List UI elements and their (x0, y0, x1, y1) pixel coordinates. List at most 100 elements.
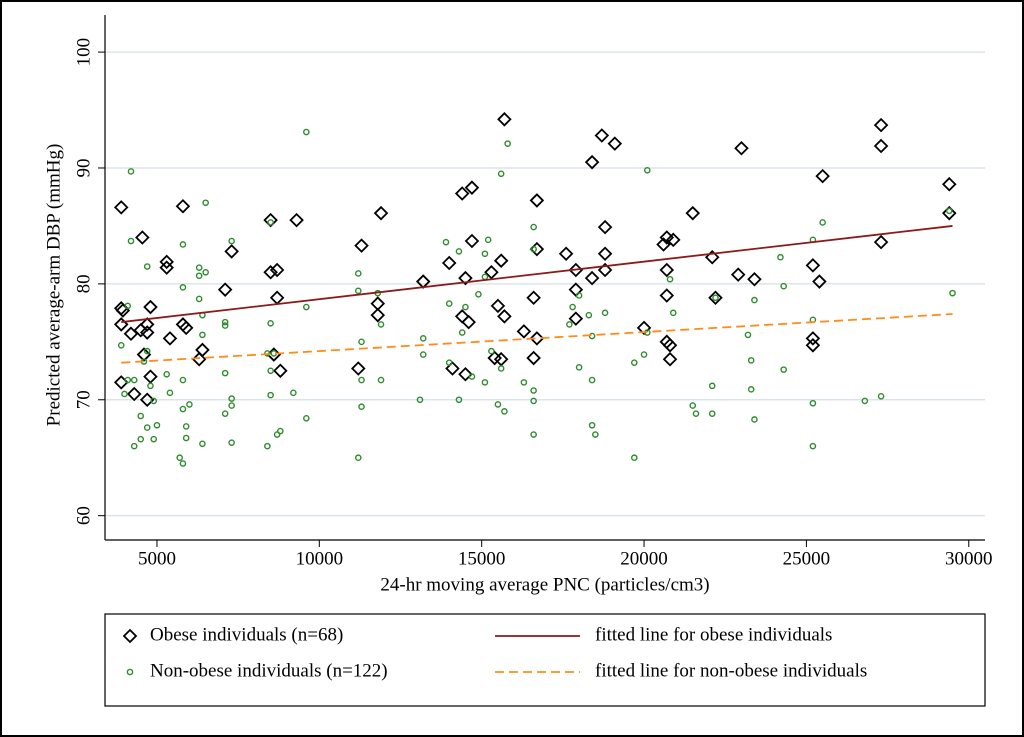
diamond-point (568, 311, 584, 326)
diamond-point (175, 198, 191, 214)
diamond-point (558, 246, 574, 262)
circle-point (640, 351, 648, 358)
circle-point (520, 379, 528, 386)
diamond-point (568, 262, 584, 278)
circle-point (777, 253, 784, 261)
diamond-point (942, 205, 957, 221)
diamond-point (529, 193, 545, 208)
circle-point (130, 442, 138, 450)
diamond-point (263, 212, 278, 228)
circle-point (601, 309, 609, 317)
diamond-point (224, 244, 239, 259)
diamond-point (526, 350, 541, 366)
fitted-line (121, 313, 953, 364)
diamond-point (139, 317, 155, 332)
circle-point (166, 389, 174, 397)
x-tick-label: 10000 (296, 548, 344, 569)
x-tick-label: 30000 (945, 548, 993, 569)
circle-point (153, 421, 161, 429)
diamond-point (464, 180, 480, 195)
circle-point (124, 376, 132, 384)
circle-point (530, 431, 537, 438)
diamond-point (812, 274, 827, 289)
diamond-point (351, 361, 366, 376)
diamond-point (805, 338, 821, 353)
circle-point (377, 376, 385, 384)
circle-point (861, 397, 869, 405)
legend-label: fitted line for obese individuals (595, 624, 832, 645)
circle-point (267, 391, 274, 399)
circle-point (780, 366, 787, 373)
circle-point (267, 367, 274, 375)
circle-point (501, 408, 508, 415)
circle-point (575, 292, 583, 299)
circle-point (708, 410, 716, 417)
circle-point (163, 370, 170, 378)
circle-point (182, 434, 190, 442)
diamond-point (162, 331, 178, 346)
circle-point (290, 389, 297, 397)
circle-point (354, 270, 362, 277)
x-axis-title: 24-hr moving average PNC (particles/cm3) (380, 574, 709, 595)
diamond-point (191, 351, 207, 367)
diamond-point (805, 258, 821, 273)
circle-point (303, 303, 310, 311)
circle-point (592, 431, 599, 438)
diamond-point (289, 212, 304, 228)
circle-point (945, 207, 953, 215)
circle-point (575, 364, 583, 371)
diamond-point (526, 290, 541, 306)
circle-point (530, 245, 537, 253)
diamond-point (659, 262, 675, 278)
diamond-point (704, 249, 720, 265)
circle-point (117, 341, 125, 349)
diamond-point (597, 219, 613, 235)
diamond-point (445, 361, 460, 376)
circle-point (780, 282, 787, 290)
diamond-point (493, 253, 509, 268)
circle-point (199, 440, 206, 448)
diamond-point (662, 351, 678, 367)
diamond-point (370, 307, 386, 323)
diamond-point (873, 117, 889, 133)
legend-marker (122, 628, 138, 644)
diamond-point (529, 331, 545, 346)
circle-point (455, 248, 463, 255)
circle-point (228, 395, 235, 402)
circle-point (419, 351, 427, 358)
circle-point (630, 359, 638, 366)
circle-point (186, 401, 193, 408)
diamond-point (159, 260, 174, 275)
y-tick-label: 70 (73, 390, 94, 409)
circle-point (497, 365, 505, 372)
circle-point (468, 373, 476, 380)
circle-point (669, 309, 677, 317)
diamond-point (273, 363, 288, 379)
circle-point (147, 382, 154, 390)
circle-point (569, 303, 576, 311)
diamond-point (464, 233, 480, 249)
circle-point (708, 382, 716, 390)
circle-point (630, 454, 638, 462)
diamond-point (747, 271, 762, 287)
y-axis-title: Predicted average-arm DBP (mmHg) (43, 144, 64, 427)
circle-point (221, 410, 229, 417)
circle-point (358, 376, 365, 384)
diamond-point (636, 320, 652, 336)
legend-label: Obese individuals (n=68) (150, 624, 343, 645)
diamond-point (584, 154, 600, 170)
diamond-point (708, 290, 723, 306)
diamond-point (178, 320, 194, 336)
circle-point (585, 311, 593, 319)
circle-point (689, 402, 697, 409)
x-tick-label: 20000 (620, 548, 668, 569)
diamond-point (516, 324, 532, 339)
circle-point (481, 379, 489, 386)
circle-point (458, 329, 466, 336)
circle-point (475, 291, 482, 298)
circle-point (195, 295, 203, 303)
legend-marker (126, 668, 134, 676)
circle-point (358, 338, 365, 346)
circle-point (228, 402, 235, 409)
